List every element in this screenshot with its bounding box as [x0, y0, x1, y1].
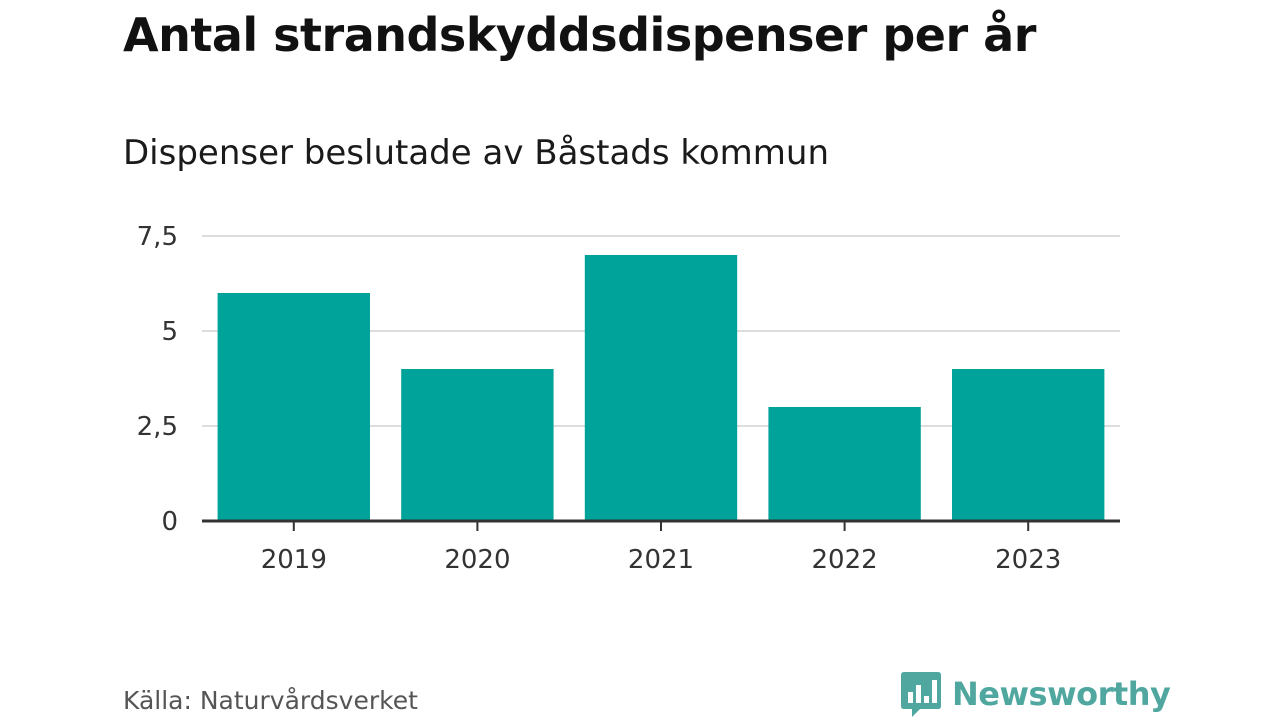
brand-logo: Newsworthy [900, 670, 1171, 718]
bar-chart-speech-bubble-icon [901, 672, 941, 717]
brand-name: Newsworthy [952, 675, 1171, 713]
bar-2023 [952, 369, 1105, 521]
source-note: Källa: Naturvårdsverket [123, 686, 418, 715]
bar-2020 [401, 369, 554, 521]
chart-subtitle: Dispenser beslutade av Båstads kommun [123, 133, 830, 173]
x-tick-label: 2023 [995, 545, 1061, 575]
y-tick-label: 7,5 [137, 222, 178, 252]
x-tick-label: 2020 [444, 545, 510, 575]
chart-title: Antal strandskyddsdispenser per år [123, 8, 1036, 62]
bar-2019 [217, 293, 370, 521]
bars [217, 255, 1105, 521]
y-tick-label: 5 [161, 317, 178, 347]
x-tick-label: 2021 [628, 545, 694, 575]
y-tick-label: 2,5 [137, 412, 178, 442]
bar-2022 [768, 407, 921, 521]
axes: 0 2,5 5 7,5 2019 2020 2021 2022 2023 [137, 222, 1120, 575]
x-tick-label: 2019 [261, 545, 327, 575]
x-tick-label: 2022 [812, 545, 878, 575]
y-tick-label: 0 [161, 507, 178, 537]
bar-2021 [584, 255, 738, 521]
